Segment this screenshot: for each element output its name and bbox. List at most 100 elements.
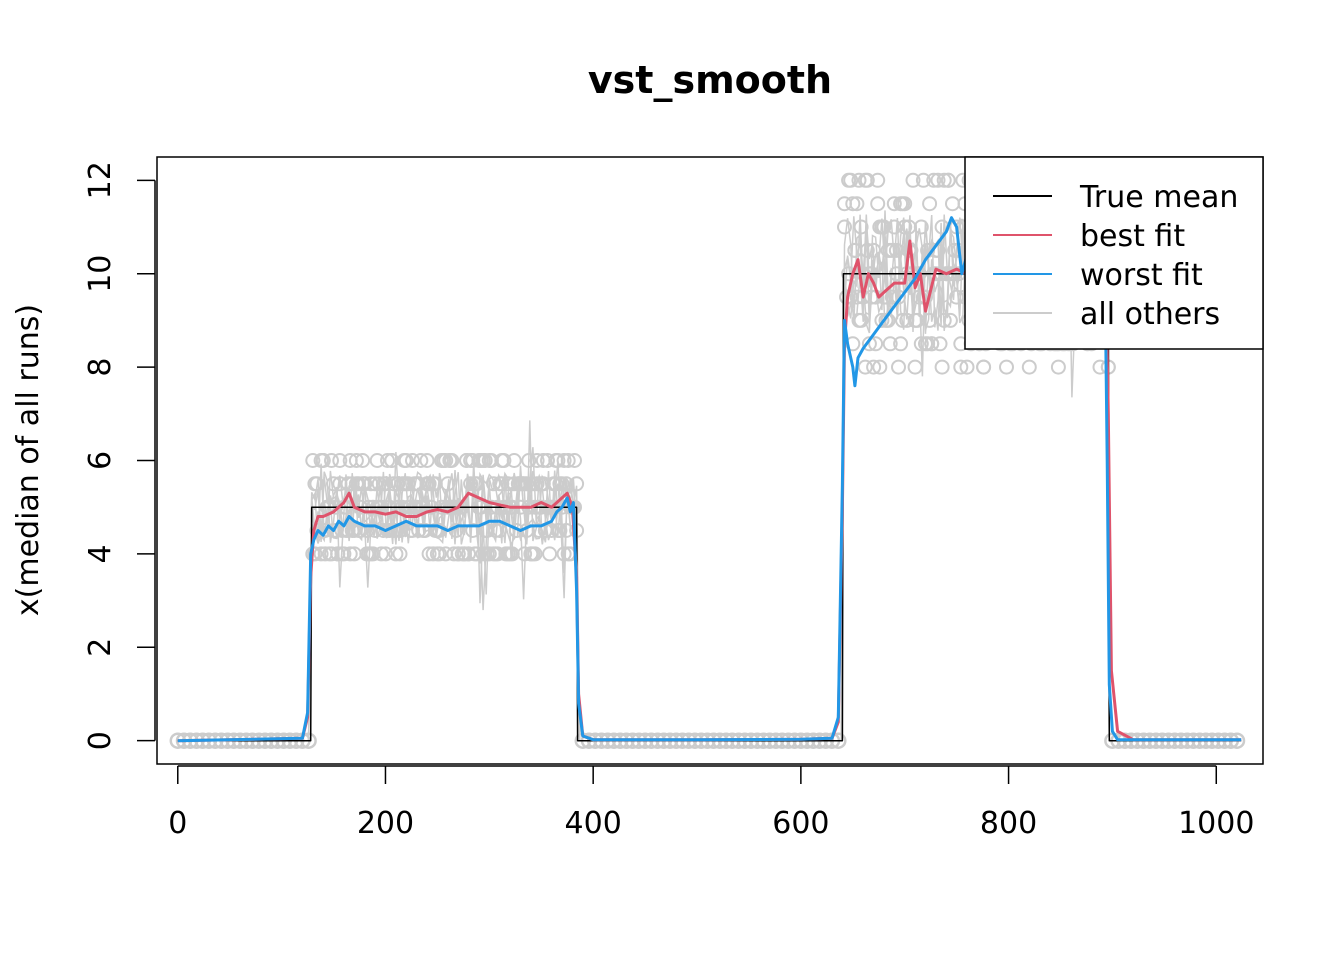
other-point [569,476,585,492]
y-tick-label: 12 [83,161,118,199]
other-point [926,172,942,188]
other-point [554,476,570,492]
other-point [861,336,877,352]
plot-frame [156,156,1264,765]
other-point [525,476,541,492]
x-tick-label: 600 [772,806,829,841]
other-point [913,336,929,352]
other-point [872,359,888,375]
other-point [930,172,946,188]
other-point [313,546,329,562]
other-point [446,546,462,562]
other-point [884,289,900,305]
other-point [521,453,537,468]
other-point [326,476,341,492]
other-point [388,546,404,562]
other-point [891,359,906,375]
other-point [945,196,960,212]
y-tick-label: 8 [83,358,118,377]
other-point [922,312,938,328]
y-tick-label: 10 [83,255,118,293]
other-point [444,453,460,468]
other-point [560,453,576,468]
other-point [405,453,420,468]
other-point [540,453,555,468]
legend: True mean best fit worst fit all others [964,156,1264,350]
other-point [488,523,504,538]
other-point [934,359,950,375]
other-point [342,546,358,562]
other-point [413,453,429,468]
other-point [421,546,437,562]
other-point [432,546,447,562]
chart-title: vst_smooth [588,58,832,102]
other-point [882,336,898,352]
other-point [936,312,952,328]
other-point [517,546,533,562]
other-point [886,219,902,235]
x-tick-label: 800 [980,806,1037,841]
other-point [905,172,921,188]
y-axis-title: x(median of all runs) [11,304,46,616]
other-point [332,453,348,468]
other-point [336,546,352,562]
other-point [843,172,859,188]
other-point [315,453,331,468]
x-axis: 0 200 400 600 800 1000 [168,765,1254,841]
other-point [859,172,875,188]
other-point [893,336,909,352]
y-tick-label: 4 [83,544,118,563]
other-point [411,476,427,492]
other-point [550,453,566,468]
other-point [859,242,875,258]
other-point [324,453,339,468]
other-point [924,336,940,352]
other-point [870,172,886,188]
other-point [567,453,582,468]
other-point [837,219,852,235]
other-point [398,453,414,468]
other-point [421,476,437,492]
other-point [1050,359,1066,375]
other-point [348,453,364,468]
other-point [529,476,545,492]
legend-label: best fit [1080,219,1185,254]
other-point [548,476,564,492]
other-point [949,289,965,305]
other-point [438,453,454,468]
other-point [367,476,383,492]
y-tick-label: 2 [83,638,118,657]
legend-label: worst fit [1080,258,1203,293]
x-tick-label: 200 [357,806,414,841]
other-point [849,196,865,212]
other-point [942,312,958,328]
other-point [419,453,435,468]
other-point [976,359,992,375]
other-point [876,219,892,235]
other-point [340,476,356,492]
other-point [932,336,948,352]
other-point [851,172,867,188]
other-point [897,219,913,235]
other-point [915,172,931,188]
legend-label: True mean [1079,180,1238,215]
other-point [899,312,915,328]
other-point [390,476,406,492]
other-point [527,546,543,562]
other-point [355,453,371,468]
other-point [891,289,906,305]
other-point [959,359,975,375]
other-point [411,523,427,538]
x-tick-label: 400 [565,806,622,841]
x-tick-label: 0 [168,806,187,841]
other-point [373,546,389,562]
other-point [544,523,560,538]
other-point [907,359,923,375]
other-point [359,523,375,538]
other-point [463,476,479,492]
other-point [477,453,493,468]
other-point [492,523,508,538]
other-point [870,196,886,212]
other-point [1021,359,1037,375]
